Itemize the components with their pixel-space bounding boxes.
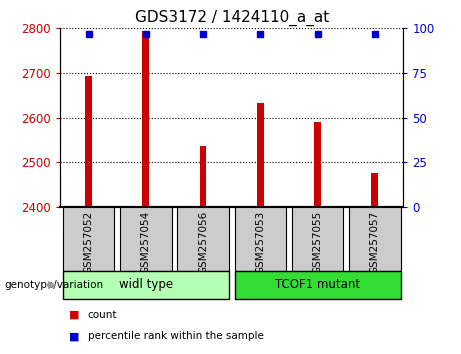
FancyBboxPatch shape bbox=[235, 207, 286, 271]
Text: GSM257057: GSM257057 bbox=[370, 210, 380, 274]
Text: GSM257052: GSM257052 bbox=[83, 210, 94, 274]
Text: ■: ■ bbox=[69, 310, 80, 320]
FancyBboxPatch shape bbox=[177, 207, 229, 271]
Text: GSM257055: GSM257055 bbox=[313, 210, 323, 274]
Text: GSM257054: GSM257054 bbox=[141, 210, 151, 274]
FancyBboxPatch shape bbox=[63, 207, 114, 271]
FancyBboxPatch shape bbox=[63, 271, 229, 299]
FancyBboxPatch shape bbox=[235, 271, 401, 299]
Text: count: count bbox=[88, 310, 117, 320]
FancyBboxPatch shape bbox=[120, 207, 171, 271]
Title: GDS3172 / 1424110_a_at: GDS3172 / 1424110_a_at bbox=[135, 9, 329, 25]
Text: ▶: ▶ bbox=[48, 280, 57, 290]
Bar bbox=[314, 122, 321, 207]
Bar bbox=[371, 173, 378, 207]
Bar bbox=[257, 103, 264, 207]
Bar bbox=[200, 146, 207, 207]
Text: TCOF1 mutant: TCOF1 mutant bbox=[275, 279, 360, 291]
FancyBboxPatch shape bbox=[292, 207, 343, 271]
FancyBboxPatch shape bbox=[349, 207, 401, 271]
Text: GSM257053: GSM257053 bbox=[255, 210, 265, 274]
Text: GSM257056: GSM257056 bbox=[198, 210, 208, 274]
Text: genotype/variation: genotype/variation bbox=[5, 280, 104, 290]
Text: widl type: widl type bbox=[119, 279, 173, 291]
Text: percentile rank within the sample: percentile rank within the sample bbox=[88, 331, 264, 341]
Text: ■: ■ bbox=[69, 331, 80, 341]
Bar bbox=[142, 30, 149, 207]
Bar bbox=[85, 76, 92, 207]
